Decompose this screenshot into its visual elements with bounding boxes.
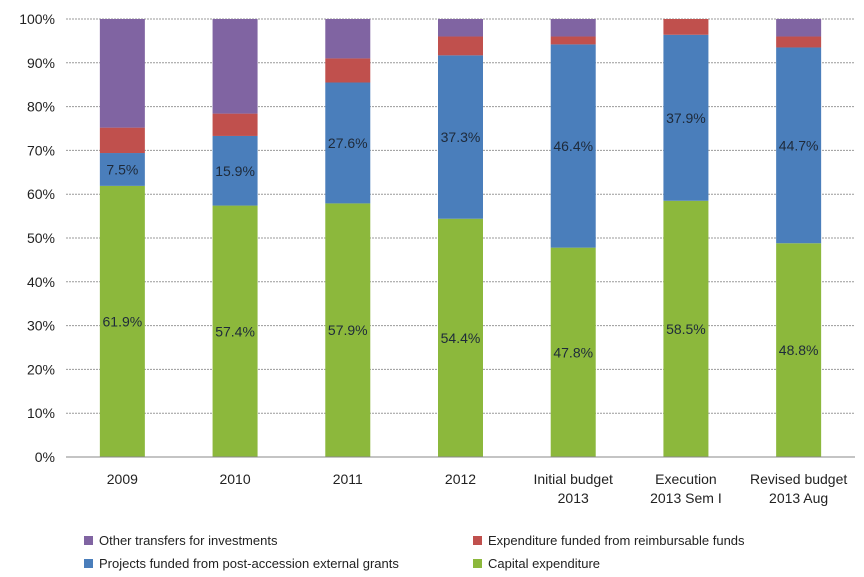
bar-segment [550,247,596,457]
y-tick-label: 80% [27,99,55,115]
x-category-label: 2012 [445,471,476,487]
x-category-label: 2010 [219,471,250,487]
data-label: 47.8% [553,344,593,360]
legend-item: Expenditure funded from reimbursable fun… [473,531,745,549]
legend-swatch [473,535,482,545]
bar-segment [438,55,483,219]
bar-segment [550,44,596,248]
bar-segment [663,19,709,35]
bar-segment [99,185,145,458]
x-axis-category-labels: 2009 2010 2011 2012 Initial budget 2013 Execut… [107,471,848,506]
data-label: 37.3% [441,129,481,145]
bar-segment [776,36,822,48]
bar-segment [550,36,596,45]
data-label: 44.7% [779,137,819,153]
bar-segment [325,58,371,83]
y-tick-label: 90% [27,55,55,71]
data-label: 37.9% [666,110,706,126]
bars [99,19,822,458]
x-category-label: 2009 [107,471,138,487]
x-category-label: Initial budget [534,471,614,487]
legend-label: Projects funded from post-accession exte… [99,555,399,571]
stacked-bar-chart: 0% 10% 20% 30% 40% 50% 60% 70% 80% 90% 100% 61.9% 7… [19,11,855,506]
y-tick-label: 60% [27,186,55,202]
y-tick-label: 10% [27,405,55,421]
legend-swatch [473,558,482,568]
y-tick-label: 0% [35,449,55,465]
y-axis-tick-labels: 0% 10% 20% 30% 40% 50% 60% 70% 80% 90% 100% [19,11,55,465]
data-label: 15.9% [215,163,255,179]
bar-segment [776,19,822,37]
data-labels: 61.9% 7.5% 57.4% 15.9% 57.9% 27.6% 54.4% 37.3% 4… [103,110,819,361]
y-tick-label: 40% [27,274,55,290]
data-label: 57.4% [215,323,255,339]
data-label: 48.8% [779,342,819,358]
bar-segment [212,135,258,206]
data-label: 61.9% [103,313,143,329]
x-category-label: 2013 [558,490,589,506]
legend-swatch [84,558,93,568]
x-category-label: 2013 Sem I [650,490,722,506]
bar-segment [438,19,483,37]
legend-item: Other transfers for investments [84,531,277,549]
bar-segment [550,19,596,37]
bar-segment [212,205,258,457]
legend-item: Capital expenditure [473,554,600,572]
legend-label: Other transfers for investments [99,532,278,548]
x-category-label: 2013 Aug [769,490,828,506]
bar-segment [212,19,258,114]
data-label: 27.6% [328,135,368,151]
y-tick-label: 50% [27,230,55,246]
x-category-label: Revised budget [750,471,847,487]
legend-swatch [84,535,93,545]
bar-segment [663,34,709,201]
bar-segment [325,82,371,204]
bar-segment [776,243,822,457]
bar-segment [99,127,145,154]
data-label: 57.9% [328,322,368,338]
data-label: 7.5% [106,161,138,177]
bar-segment [212,113,258,136]
bar-segment [325,19,371,59]
y-tick-label: 70% [27,142,55,158]
bar-segment [438,36,483,56]
data-label: 58.5% [666,321,706,337]
y-tick-label: 20% [27,361,55,377]
data-label: 54.4% [441,330,481,346]
bar-segment [776,47,822,244]
bar-segment [325,203,371,457]
legend: Other transfers for investments Expenditu… [0,528,864,577]
bar-segment [99,19,145,128]
legend-label: Capital expenditure [488,555,601,571]
bar-segment [663,200,709,457]
x-category-label: Execution [655,471,716,487]
bar-segment [438,218,483,457]
y-tick-label: 100% [19,11,55,27]
legend-label: Expenditure funded from reimbursable fun… [488,532,745,548]
y-tick-label: 30% [27,318,55,334]
legend-item: Projects funded from post-accession exte… [84,554,399,572]
data-label: 46.4% [553,138,593,154]
x-category-label: 2011 [333,471,363,487]
bar-segment [99,153,145,186]
